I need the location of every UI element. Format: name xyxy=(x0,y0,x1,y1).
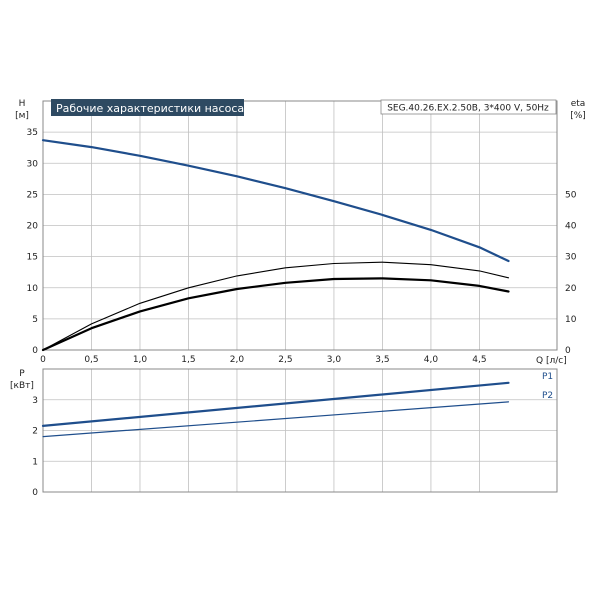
y-tick-label: 15 xyxy=(27,253,38,263)
bottom-series-group xyxy=(41,381,510,438)
top-plot-frame xyxy=(42,100,558,351)
y-tick-label: 25 xyxy=(27,190,38,200)
power-series-label-p1: P1 xyxy=(542,372,553,382)
y2-tick-label: 40 xyxy=(565,222,577,232)
x-tick-label: 1,5 xyxy=(181,355,195,365)
y2-tick-label: 50 xyxy=(565,190,577,200)
top-y-ticks: 0 5 10 15 20 25 30 35 xyxy=(27,128,39,356)
power-tick-label: 3 xyxy=(32,396,38,406)
chart-title-background xyxy=(51,99,244,116)
bottom-series-labels: P1 P2 xyxy=(542,372,553,401)
top-x-ticks: 0 0,5 1,0 1,5 2,0 2,5 3,0 3,5 4,0 4,5 xyxy=(40,355,486,365)
power-series-label-p2: P2 xyxy=(542,391,553,401)
top-gridlines xyxy=(43,101,557,350)
x-tick-label: 4,5 xyxy=(472,355,486,365)
x-tick-label: 4,0 xyxy=(424,355,439,365)
top-series-line-1 xyxy=(42,261,510,351)
bottom-panel: 0 1 2 3 P1 P2 P [кВт] xyxy=(10,368,558,498)
x-tick-label: 2,0 xyxy=(230,355,245,365)
y2-axis-label: eta xyxy=(571,99,586,109)
y2-tick-label: 0 xyxy=(565,346,571,356)
top-series-group xyxy=(41,139,510,352)
x-tick-label: 2,5 xyxy=(278,355,292,365)
y-axis-label: H xyxy=(19,99,26,109)
x-tick-label: 0,5 xyxy=(84,355,98,365)
y-tick-label: 0 xyxy=(32,346,38,356)
x-axis-label: Q [л/с] xyxy=(536,356,567,366)
y-tick-label: 10 xyxy=(27,284,39,294)
chart-title: Рабочие характеристики насоса xyxy=(56,102,244,115)
y2-tick-label: 30 xyxy=(565,253,577,263)
model-label-box xyxy=(380,99,557,115)
y-tick-label: 35 xyxy=(27,128,38,138)
x-tick-label: 0 xyxy=(40,355,46,365)
y2-axis-unit: [%] xyxy=(570,111,586,121)
power-series-line-p1 xyxy=(41,381,510,427)
top-series-line-2 xyxy=(41,277,510,352)
x-tick-label: 3,5 xyxy=(375,355,389,365)
y2-tick-label: 20 xyxy=(565,284,577,294)
bottom-y-ticks: 0 1 2 3 xyxy=(32,396,38,498)
x-tick-label: 1,0 xyxy=(133,355,148,365)
power-axis-unit: [кВт] xyxy=(10,381,34,391)
y-tick-label: 30 xyxy=(27,159,39,169)
y-tick-label: 20 xyxy=(27,222,39,232)
top-panel: 0 5 10 15 20 25 30 35 0 10 20 30 40 50 0 0,5 1,0 1,5 2,0… xyxy=(15,99,586,366)
power-tick-label: 0 xyxy=(32,488,38,498)
x-tick-label: 3,0 xyxy=(327,355,342,365)
top-series-line-0 xyxy=(41,139,510,263)
model-label: SEG.40.26.EX.2.50B, 3*400 V, 50Hz xyxy=(387,104,549,114)
y-axis-unit: [м] xyxy=(15,111,29,121)
bottom-plot-frame xyxy=(42,368,558,493)
top-y2-ticks: 0 10 20 30 40 50 xyxy=(565,190,577,356)
power-tick-label: 2 xyxy=(32,427,38,437)
power-tick-label: 1 xyxy=(32,457,38,467)
y-tick-label: 5 xyxy=(32,315,38,325)
power-series-line-p2 xyxy=(42,401,510,438)
power-axis-label: P xyxy=(19,369,25,379)
y2-tick-label: 10 xyxy=(565,315,577,325)
